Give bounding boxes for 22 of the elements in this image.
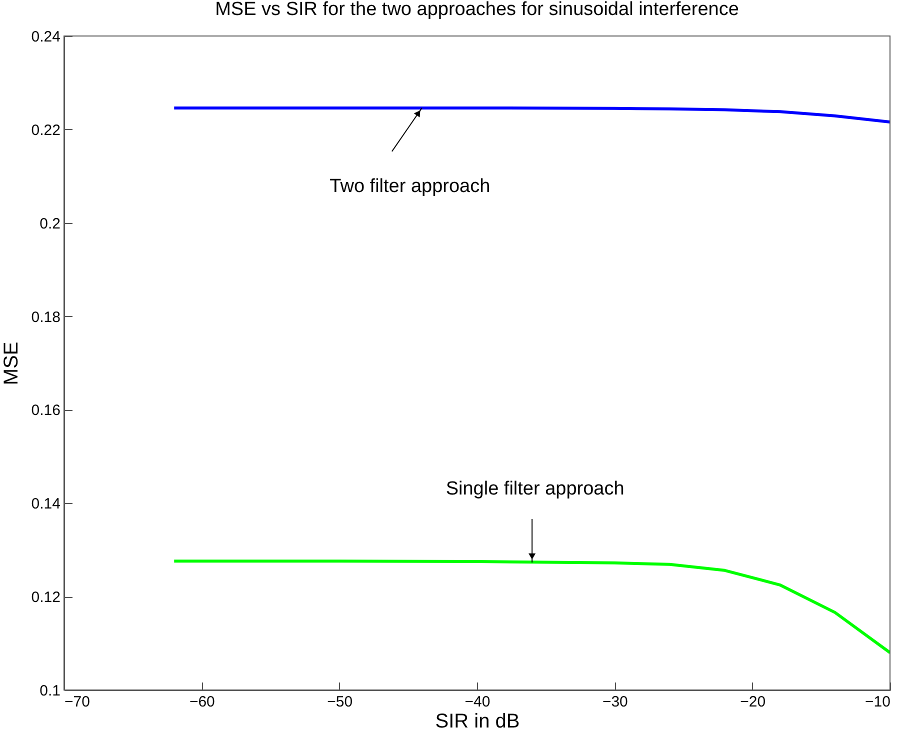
y-axis-title: MSE xyxy=(0,342,22,386)
x-tick-label: −10 xyxy=(865,694,890,710)
x-tick-label: −70 xyxy=(64,694,90,710)
x-tick-label: −40 xyxy=(464,694,490,710)
chart-title: MSE vs SIR for the two approaches for sinusoidal interference xyxy=(215,0,739,20)
line-series xyxy=(172,560,890,654)
y-tick-label: 0.16 xyxy=(31,402,60,420)
y-tick-label: 0.24 xyxy=(31,28,60,46)
x-axis-title: SIR in dB xyxy=(435,710,520,732)
y-tick-label: 0.12 xyxy=(31,589,60,606)
annotation: Single filter approach xyxy=(446,478,624,500)
y-tick-label: 0.14 xyxy=(31,496,60,513)
x-tick-label: −20 xyxy=(740,694,766,710)
y-tick-label: 0.18 xyxy=(31,308,60,326)
x-tick-label: −60 xyxy=(189,694,215,710)
y-tick-label: 0.2 xyxy=(40,215,60,232)
annotation: Two filter approach xyxy=(330,176,490,197)
x-tick-label: −30 xyxy=(602,694,628,710)
y-tick-label: 0.22 xyxy=(31,122,60,139)
y-tick-label: 0.1 xyxy=(40,682,60,700)
line-series xyxy=(172,106,890,124)
x-tick-label: −50 xyxy=(327,694,353,710)
